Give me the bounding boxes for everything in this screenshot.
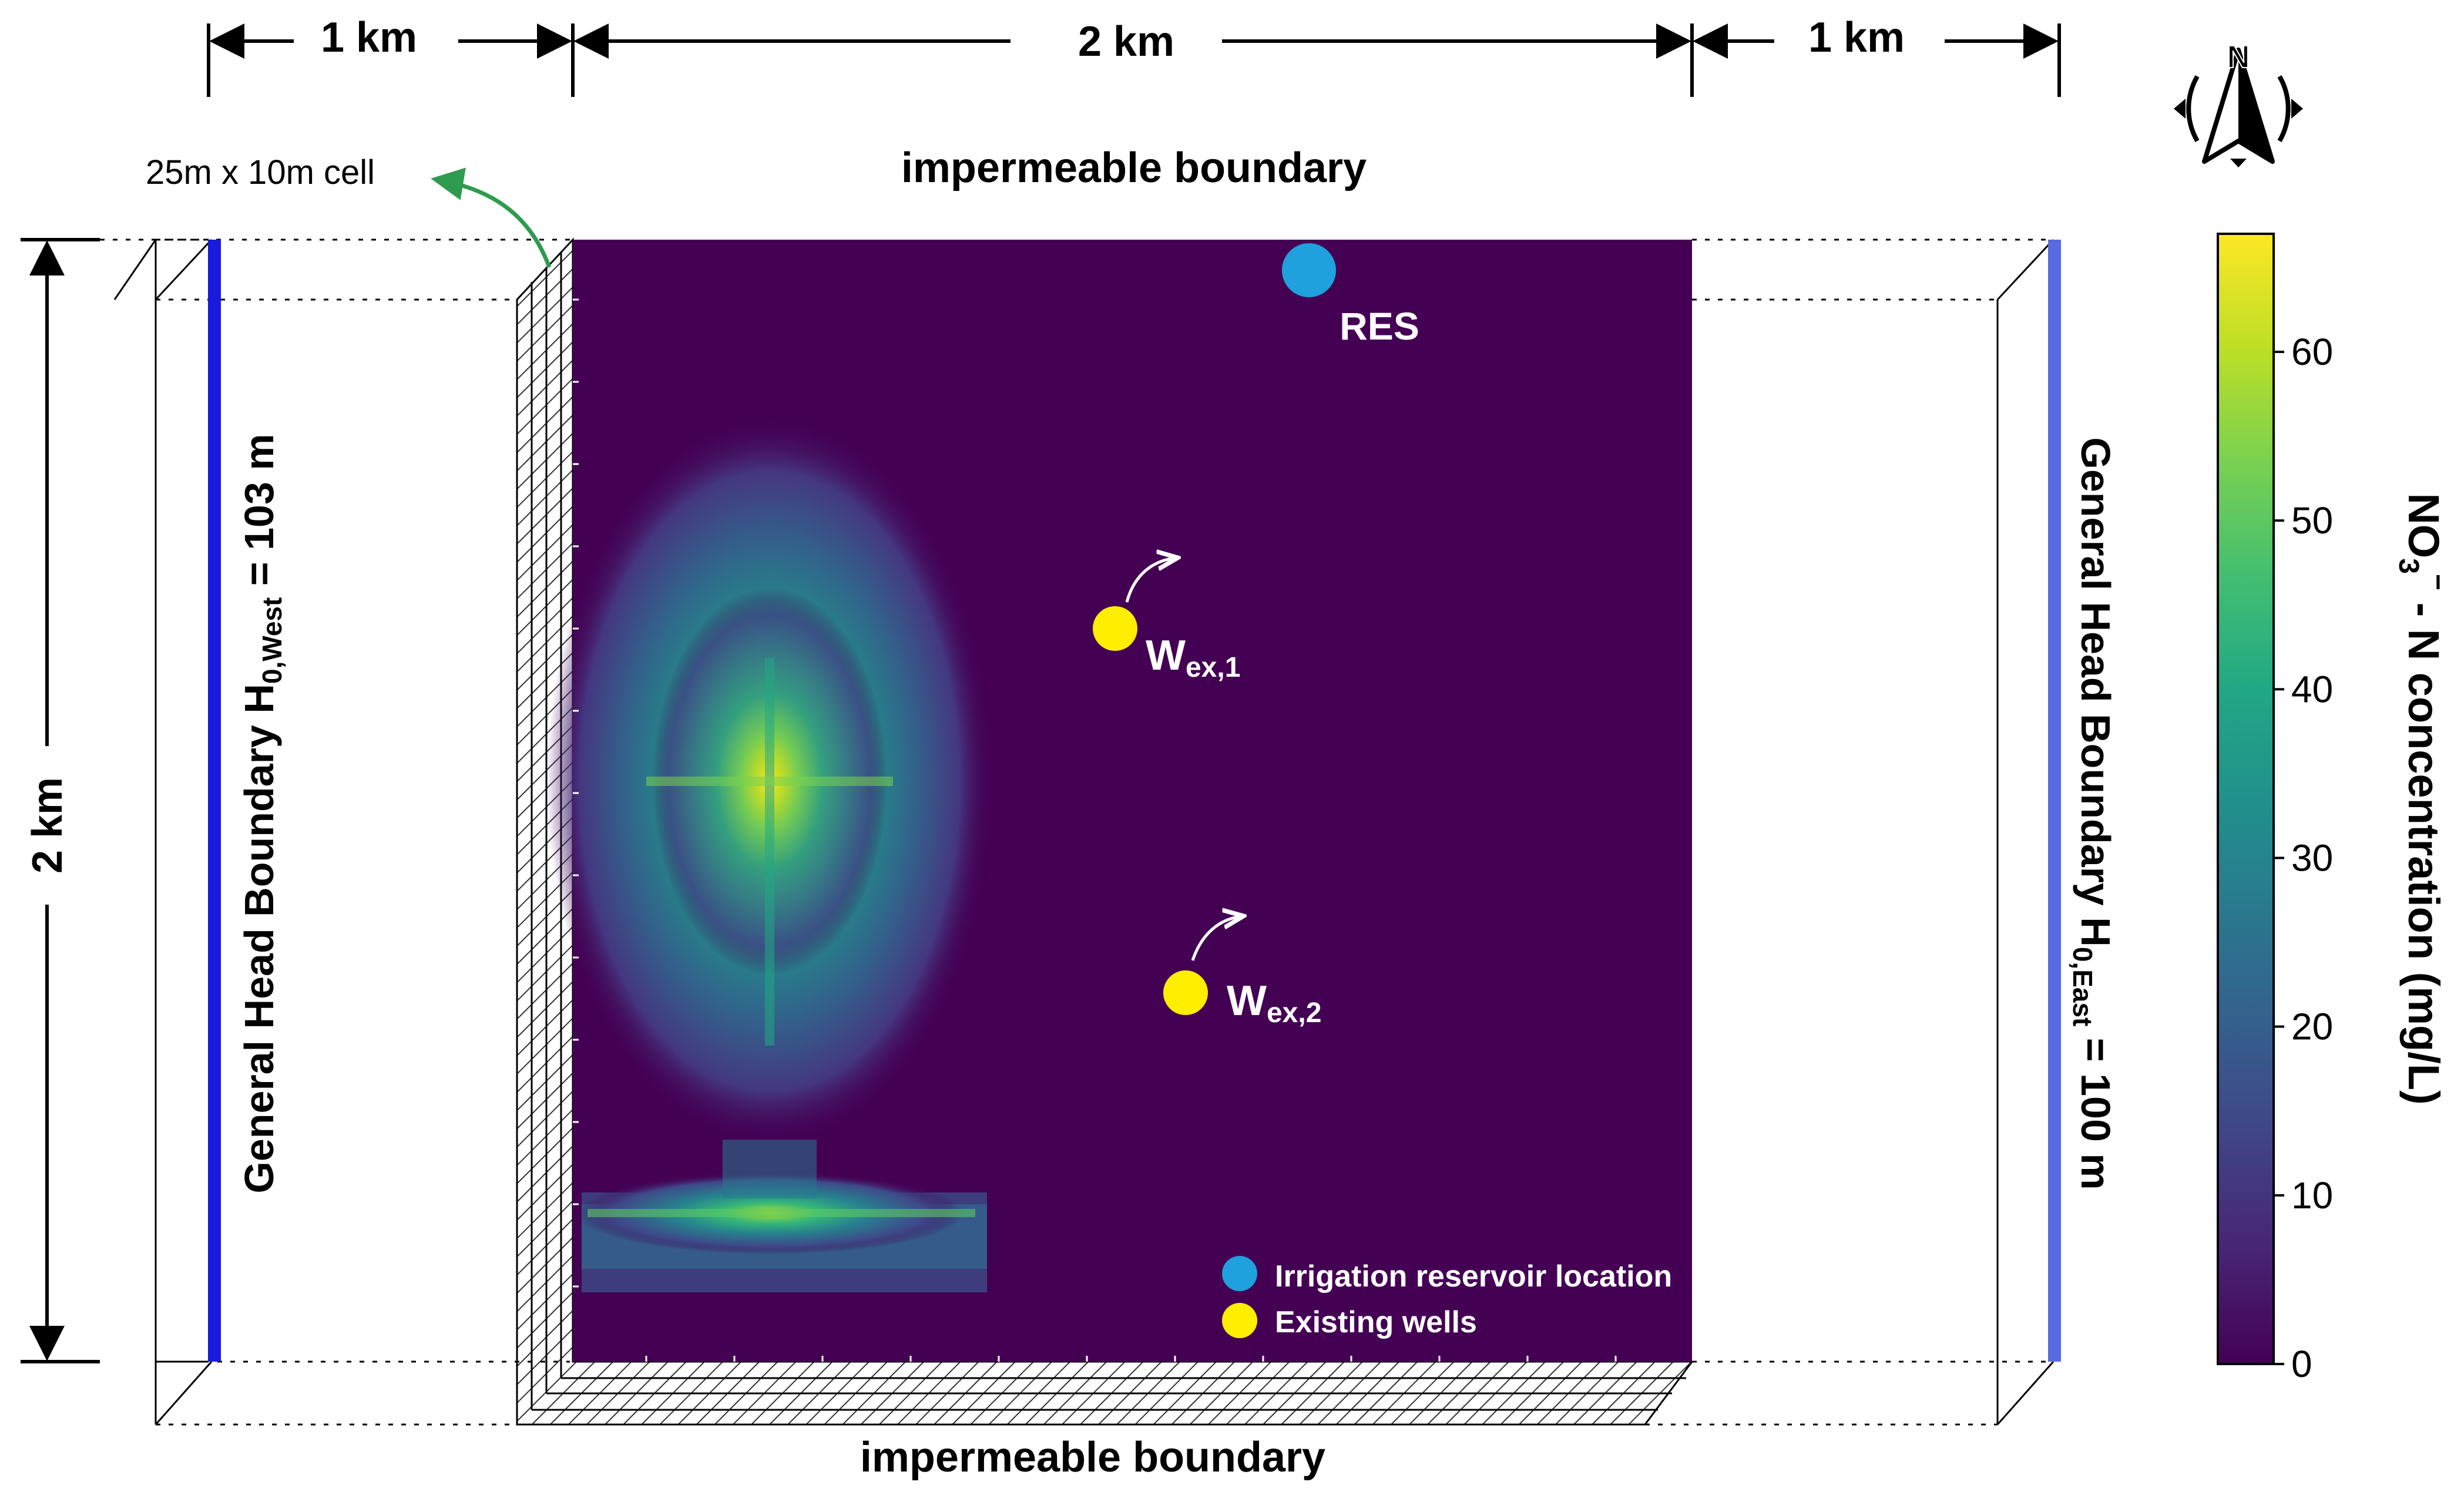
cell-pointer-arrow xyxy=(431,167,552,268)
west-boundary-label: General Head Boundary H0,West = 103 m xyxy=(236,434,287,1193)
colorbar-tick-label: 0 xyxy=(2291,1343,2312,1385)
well2-label: Wex,2 xyxy=(1227,977,1321,1029)
map-legend: Irrigation reservoir location Existing w… xyxy=(1222,1256,1672,1339)
bottom-boundary-label: impermeable boundary xyxy=(860,1434,1325,1481)
east-boundary-box xyxy=(1645,238,2055,1426)
colorbar: 0 10 20 30 40 50 60 NO3− - N concentration (mg… xyxy=(2217,233,2453,1385)
reservoir-marker: RES xyxy=(1282,243,1419,348)
colorbar-tick-label: 50 xyxy=(2291,499,2333,542)
legend-wells-text: Existing wells xyxy=(1275,1305,1477,1339)
well1-label: Wex,1 xyxy=(1146,632,1240,683)
colorbar-tick-label: 20 xyxy=(2291,1006,2333,1048)
legend-reservoir-text: Irrigation reservoir location xyxy=(1275,1259,1672,1294)
well2-marker: Wex,2 xyxy=(1163,916,1321,1029)
west-width-label: 1 km xyxy=(321,14,417,61)
colorbar-tick-label: 60 xyxy=(2291,331,2333,373)
concentration-map xyxy=(546,240,1692,1362)
reservoir-label: RES xyxy=(1340,304,1419,348)
colorbar-tick-label: 30 xyxy=(2291,837,2333,879)
colorbar-title: NO3− - N concentration (mg/L) xyxy=(2393,493,2453,1104)
grid-ticks xyxy=(573,298,1617,1362)
well1-marker: Wex,1 xyxy=(1093,558,1240,683)
cell-size-label: 25m x 10m cell xyxy=(146,153,375,192)
height-dimension xyxy=(21,238,100,1363)
top-boundary-label: impermeable boundary xyxy=(901,145,1367,192)
west-boundary-box xyxy=(113,238,209,1363)
well1-arrow xyxy=(1125,558,1175,603)
middle-width-label: 2 km xyxy=(1078,18,1174,65)
colorbar-tick-label: 40 xyxy=(2291,668,2333,710)
west-box-lines xyxy=(100,238,570,1426)
legend-wells-swatch xyxy=(1222,1303,1257,1338)
height-label: 2 km xyxy=(24,777,71,874)
north-compass-icon: N xyxy=(2174,39,2303,167)
east-boundary-label: General Head Boundary H0,East = 100 m xyxy=(2067,437,2119,1190)
legend-reservoir-swatch xyxy=(1222,1256,1257,1291)
well2-arrow xyxy=(1191,916,1241,961)
compass-north-label: N xyxy=(2227,39,2250,75)
colorbar-ticks: 0 10 20 30 40 50 60 xyxy=(2274,331,2333,1385)
colorbar-tick-label: 10 xyxy=(2291,1174,2333,1217)
colorbar-scale xyxy=(2217,233,2275,1365)
east-width-label: 1 km xyxy=(1808,14,1905,61)
top-dimensions xyxy=(207,23,2061,97)
